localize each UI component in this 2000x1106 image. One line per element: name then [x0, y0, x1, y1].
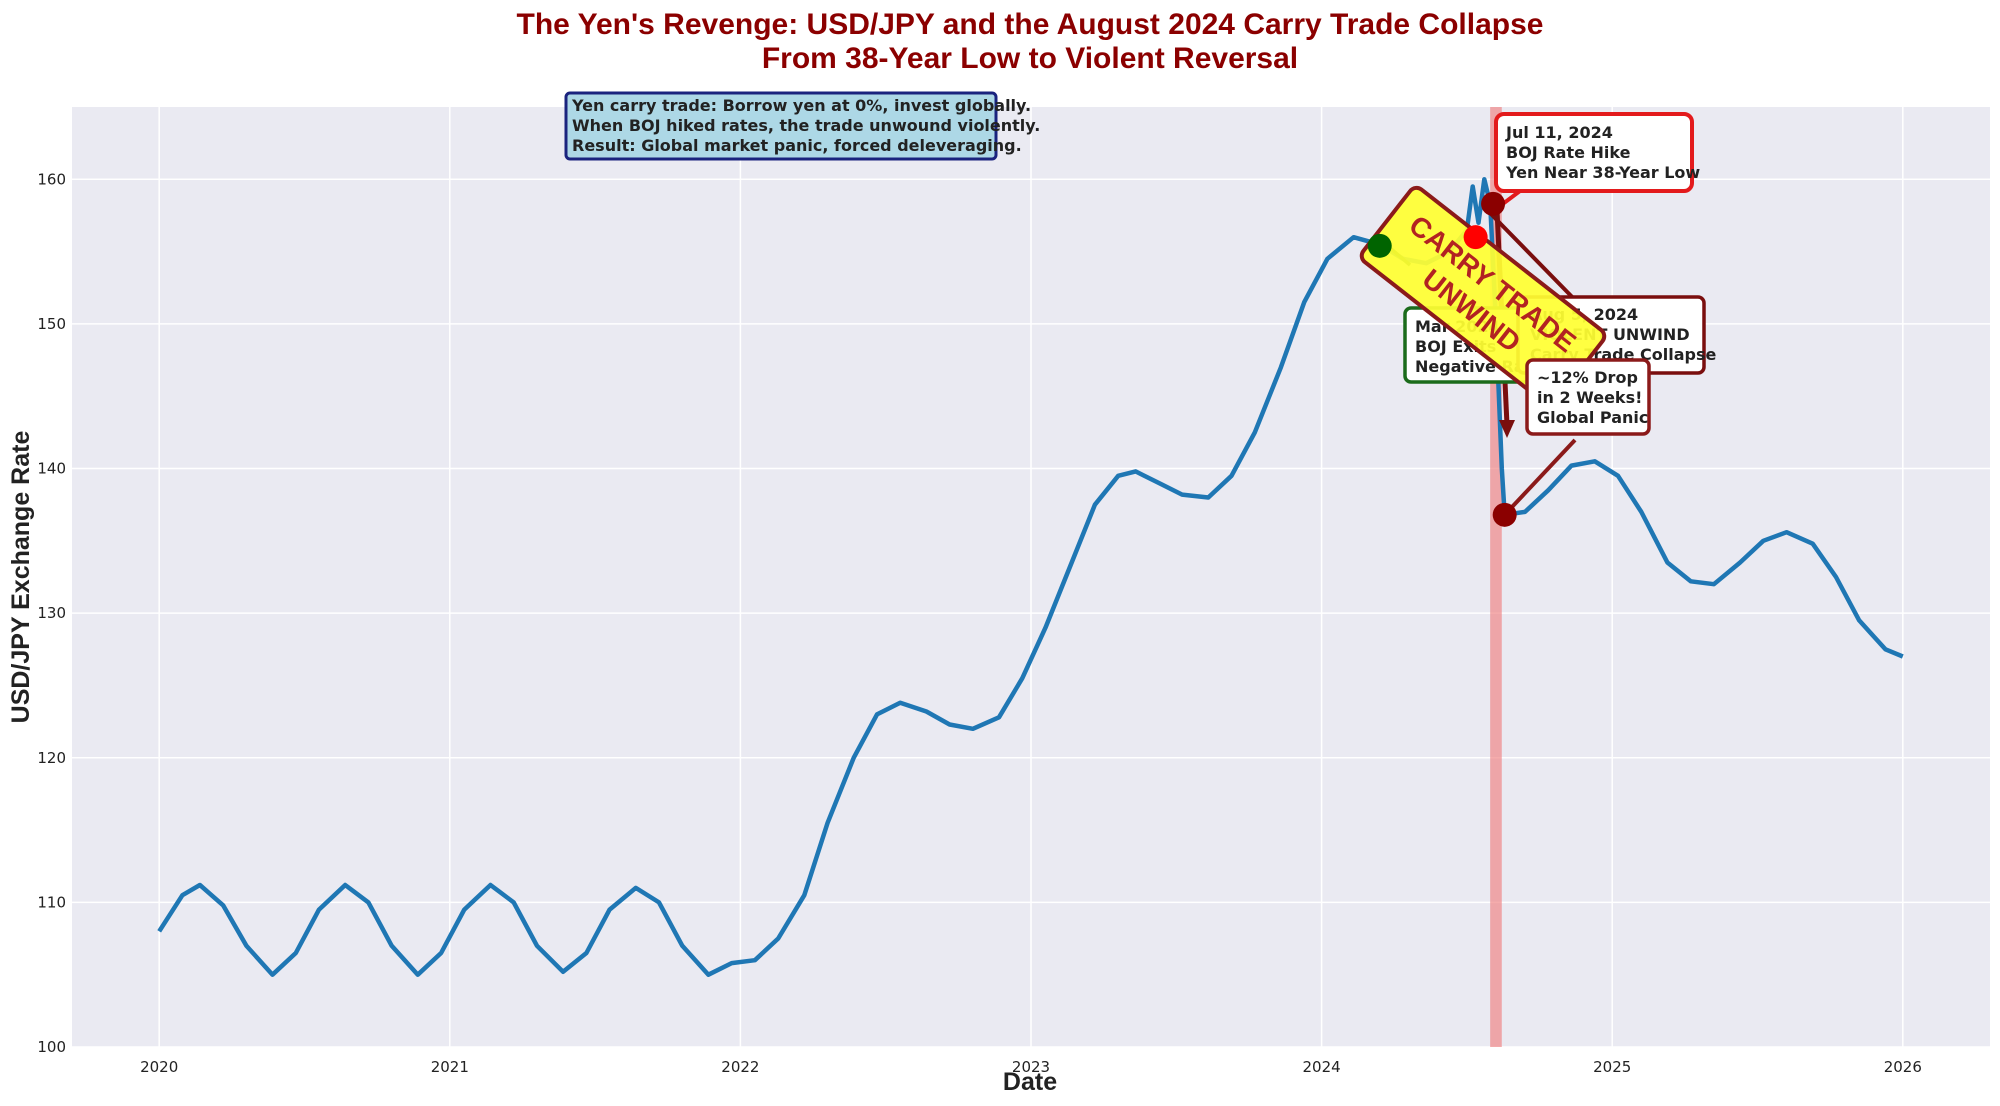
x-tick-label: 2020 [140, 1058, 178, 1076]
y-tick-label: 130 [37, 604, 66, 622]
panic-arrow [1510, 438, 1577, 509]
y-tick-label: 100 [37, 1038, 66, 1056]
note-line-1: Yen carry trade: Borrow yen at 0%, inves… [571, 96, 1031, 115]
x-tick-label: 2025 [1593, 1058, 1631, 1076]
x-tick-label: 2022 [721, 1058, 759, 1076]
y-tick-label: 150 [37, 315, 66, 333]
chart-title-line1: The Yen's Revenge: USD/JPY and the Augus… [517, 8, 1544, 41]
panic-line-1: ~12% Drop [1537, 368, 1638, 387]
carry-trade-note: Yen carry trade: Borrow yen at 0%, inves… [564, 91, 1040, 161]
event-markers [1367, 191, 1517, 527]
y-axis-label: USD/JPY Exchange Rate [7, 431, 35, 724]
aug-2024-marker [1492, 502, 1517, 527]
panic-annotation: ~12% Drop in 2 Weeks! Global Panic [1525, 358, 1651, 436]
jul-line-2: BOJ Rate Hike [1506, 143, 1631, 162]
grid-lines [72, 107, 1990, 1048]
x-axis-ticks: 2020 2021 2022 2023 2024 2025 2026 [140, 1058, 1922, 1076]
usdjpy-series-line [157, 177, 1904, 977]
x-tick-label: 2026 [1884, 1058, 1922, 1076]
jul-11-annotation: Jul 11, 2024 BOJ Rate Hike Yen Near 38-Y… [1494, 112, 1700, 193]
mar-2024-marker [1367, 233, 1392, 258]
y-tick-label: 160 [37, 170, 66, 188]
x-axis-label: Date [1003, 1068, 1057, 1096]
jul-line-3: Yen Near 38-Year Low [1505, 163, 1700, 182]
note-line-2: When BOJ hiked rates, the trade unwound … [572, 116, 1040, 135]
carry-trade-collapse-band [1490, 107, 1502, 1047]
x-tick-label: 2021 [431, 1058, 469, 1076]
x-tick-label: 2023 [1012, 1058, 1050, 1076]
y-tick-label: 140 [37, 460, 66, 478]
panic-line-3: Global Panic [1537, 408, 1648, 427]
red-marker [1463, 225, 1488, 250]
y-axis-ticks: 100 110 120 130 140 150 160 [37, 170, 66, 1056]
y-tick-label: 110 [37, 893, 66, 911]
drop-arrow-head [1499, 420, 1515, 438]
x-tick-label: 2024 [1303, 1058, 1341, 1076]
jul-line-1: Jul 11, 2024 [1505, 123, 1613, 142]
y-tick-label: 120 [37, 749, 66, 767]
note-line-3: Result: Global market panic, forced dele… [572, 136, 1022, 155]
panic-line-2: in 2 Weeks! [1537, 388, 1642, 407]
aug-arrow-upper [1488, 211, 1582, 307]
chart-title-line2: From 38-Year Low to Violent Reversal [762, 42, 1298, 75]
jul-2024-marker [1481, 191, 1506, 216]
